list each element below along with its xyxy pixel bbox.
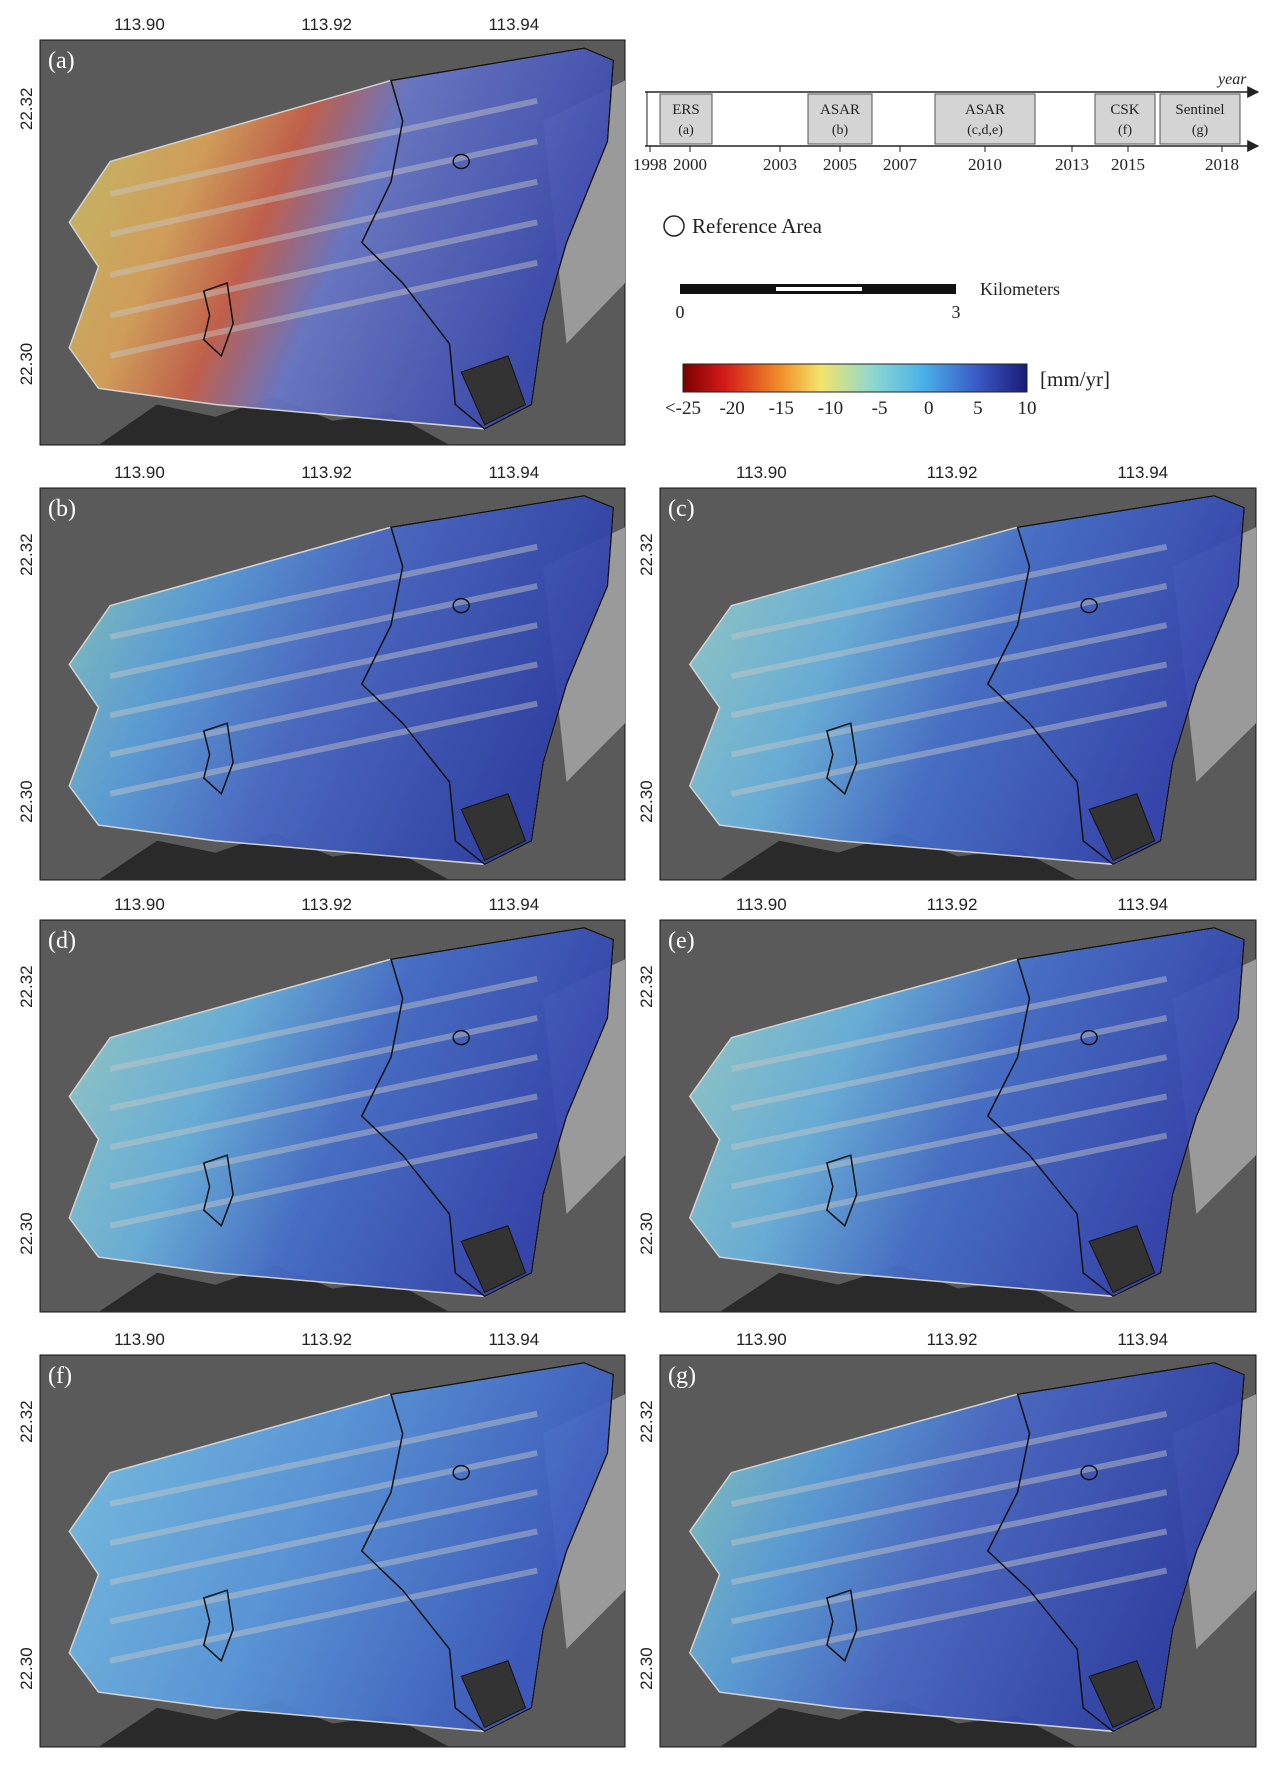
x-tick-label: 113.90 bbox=[114, 895, 165, 914]
y-tick-label: 22.32 bbox=[17, 88, 36, 131]
mission-panel: (c,d,e) bbox=[967, 123, 1003, 138]
colorbar-tick: -20 bbox=[719, 398, 744, 419]
colorbar-unit: [mm/yr] bbox=[1040, 367, 1110, 391]
colorbar bbox=[683, 364, 1027, 392]
reference-symbol bbox=[664, 216, 684, 236]
y-tick-label: 22.32 bbox=[17, 1400, 36, 1443]
mission-name: CSK bbox=[1110, 102, 1139, 118]
y-tick-label: 22.30 bbox=[17, 1647, 36, 1690]
y-tick-label: 22.30 bbox=[17, 780, 36, 823]
x-tick-label: 113.94 bbox=[1117, 1330, 1168, 1349]
x-tick-label: 113.94 bbox=[488, 463, 539, 482]
y-tick-label: 22.32 bbox=[637, 533, 656, 576]
scale-bar-unit: Kilometers bbox=[980, 279, 1060, 299]
colorbar-tick: 0 bbox=[924, 398, 934, 419]
year-label: 2003 bbox=[763, 155, 797, 174]
panel-label: (g) bbox=[668, 1363, 696, 1389]
x-tick-label: 113.92 bbox=[301, 15, 352, 34]
scale-bar-segment bbox=[776, 287, 862, 291]
mission-panel: (b) bbox=[832, 123, 849, 138]
mission-name: Sentinel bbox=[1175, 102, 1224, 118]
x-tick-label: 113.90 bbox=[114, 1330, 165, 1349]
year-label: 2005 bbox=[823, 155, 857, 174]
x-tick-label: 113.92 bbox=[927, 1330, 978, 1349]
x-tick-label: 113.90 bbox=[114, 463, 165, 482]
timeline-axis-label: year bbox=[1216, 71, 1247, 88]
x-tick-label: 113.92 bbox=[927, 463, 978, 482]
panel-label: (d) bbox=[48, 928, 76, 954]
y-tick-label: 22.32 bbox=[637, 965, 656, 1008]
x-tick-label: 113.92 bbox=[301, 463, 352, 482]
reference-label: Reference Area bbox=[692, 214, 823, 238]
y-tick-label: 22.32 bbox=[637, 1400, 656, 1443]
year-label: 2015 bbox=[1111, 155, 1145, 174]
year-label: 1998 bbox=[633, 155, 667, 174]
panel-label: (e) bbox=[668, 928, 695, 954]
x-tick-label: 113.94 bbox=[1117, 463, 1168, 482]
x-tick-label: 113.90 bbox=[114, 15, 165, 34]
panel-label: (b) bbox=[48, 496, 76, 522]
colorbar-tick: -15 bbox=[769, 398, 794, 419]
map-panel: (f) 113.90 113.92 113.94 22.32 22.30 bbox=[17, 1330, 625, 1747]
x-tick-label: 113.92 bbox=[301, 895, 352, 914]
mission-panel: (a) bbox=[678, 123, 694, 138]
y-tick-label: 22.30 bbox=[637, 1647, 656, 1690]
y-tick-label: 22.30 bbox=[637, 1212, 656, 1255]
map-panel: (a) 113.90 113.92 113.94 22.32 22.30 bbox=[17, 15, 625, 445]
scale-bar-tick: 0 bbox=[676, 302, 685, 322]
map-panel: (d) 113.90 113.92 113.94 22.32 22.30 bbox=[17, 895, 625, 1312]
year-label: 2000 bbox=[673, 155, 707, 174]
y-tick-label: 22.32 bbox=[17, 533, 36, 576]
y-tick-label: 22.30 bbox=[17, 343, 36, 386]
x-tick-label: 113.94 bbox=[488, 895, 539, 914]
colorbar-tick: 5 bbox=[973, 398, 983, 419]
x-tick-label: 113.92 bbox=[927, 895, 978, 914]
map-panel: (g) 113.90 113.92 113.94 22.32 22.30 bbox=[637, 1330, 1256, 1747]
y-tick-label: 22.32 bbox=[17, 965, 36, 1008]
x-tick-label: 113.94 bbox=[488, 15, 539, 34]
year-label: 2018 bbox=[1205, 155, 1239, 174]
colorbar-tick: -10 bbox=[818, 398, 843, 419]
colorbar-tick: -5 bbox=[872, 398, 888, 419]
y-tick-label: 22.30 bbox=[637, 780, 656, 823]
mission-name: ERS bbox=[672, 102, 700, 118]
map-panel: (e) 113.90 113.92 113.94 22.32 22.30 bbox=[637, 895, 1256, 1312]
colorbar-tick: <-25 bbox=[665, 398, 701, 419]
mission-panel: (f) bbox=[1118, 123, 1132, 138]
colorbar-tick: 10 bbox=[1018, 398, 1037, 419]
x-tick-label: 113.92 bbox=[301, 1330, 352, 1349]
map-panel: (c) 113.90 113.92 113.94 22.32 22.30 bbox=[637, 463, 1256, 880]
x-tick-label: 113.90 bbox=[736, 895, 787, 914]
year-label: 2013 bbox=[1055, 155, 1089, 174]
scale-bar-tick: 3 bbox=[952, 302, 961, 322]
mission-panel: (g) bbox=[1192, 123, 1209, 138]
mission-name: ASAR bbox=[820, 102, 860, 118]
panel-label: (a) bbox=[48, 48, 75, 74]
x-tick-label: 113.94 bbox=[488, 1330, 539, 1349]
x-tick-label: 113.94 bbox=[1117, 895, 1168, 914]
year-label: 2010 bbox=[968, 155, 1002, 174]
mission-name: ASAR bbox=[965, 102, 1005, 118]
panel-label: (f) bbox=[48, 1363, 72, 1389]
map-panel: (b) 113.90 113.92 113.94 22.32 22.30 bbox=[17, 463, 625, 880]
figure: year Reference Area Kilometers [mm/yr] (… bbox=[0, 0, 1264, 1775]
year-label: 2007 bbox=[883, 155, 918, 174]
y-tick-label: 22.30 bbox=[17, 1212, 36, 1255]
page: year Reference Area Kilometers [mm/yr] (… bbox=[0, 0, 1264, 1775]
x-tick-label: 113.90 bbox=[736, 1330, 787, 1349]
panel-label: (c) bbox=[668, 496, 695, 522]
x-tick-label: 113.90 bbox=[736, 463, 787, 482]
